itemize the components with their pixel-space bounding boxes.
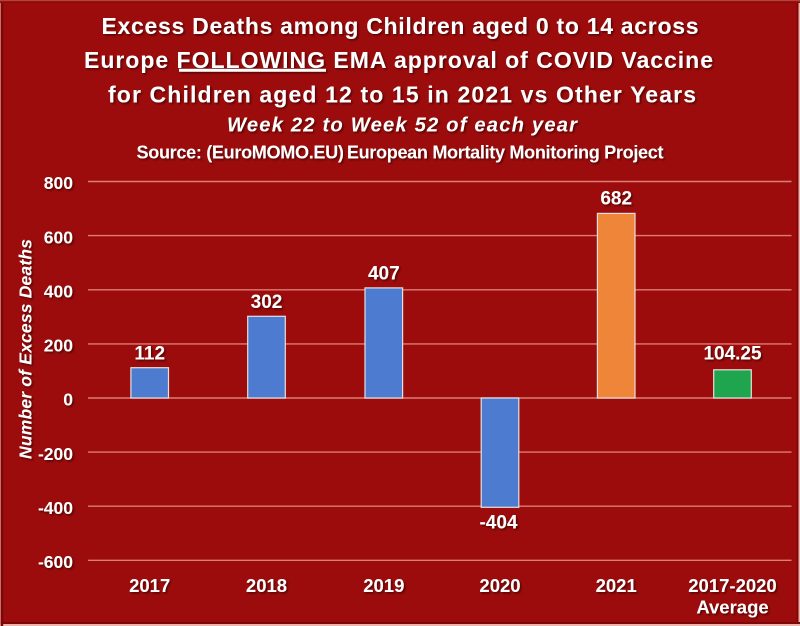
- svg-text:Europe FOLLOWING EMA approval: Europe FOLLOWING EMA approval of COVID V…: [84, 47, 713, 73]
- svg-text:2017: 2017: [129, 575, 170, 596]
- svg-text:Number of Excess Deaths: Number of Excess Deaths: [16, 239, 36, 459]
- svg-text:2019: 2019: [363, 575, 404, 596]
- svg-text:2017-2020: 2017-2020: [688, 575, 776, 596]
- svg-text:-200: -200: [38, 444, 73, 464]
- svg-text:407: 407: [368, 264, 400, 285]
- svg-text:112: 112: [134, 344, 165, 365]
- svg-text:302: 302: [251, 292, 283, 313]
- svg-text:-404: -404: [479, 513, 517, 534]
- svg-text:-600: -600: [38, 552, 73, 572]
- svg-text:682: 682: [600, 189, 632, 210]
- svg-text:600: 600: [44, 227, 73, 247]
- svg-text:400: 400: [44, 282, 73, 302]
- svg-text:2018: 2018: [246, 575, 287, 596]
- svg-text:Source: (EuroMOMO.EU) European: Source: (EuroMOMO.EU) European Mortality…: [137, 143, 664, 163]
- svg-text:800: 800: [44, 173, 73, 193]
- svg-text:104.25: 104.25: [703, 343, 762, 364]
- svg-text:Excess Deaths among Children a: Excess Deaths among Children aged 0 to 1…: [102, 13, 699, 39]
- svg-text:0: 0: [63, 389, 73, 409]
- svg-text:200: 200: [44, 336, 73, 356]
- svg-text:Average: Average: [696, 597, 768, 618]
- svg-text:2021: 2021: [596, 575, 637, 596]
- svg-text:-400: -400: [38, 498, 73, 518]
- svg-text:Week 22 to Week 52 of each yea: Week 22 to Week 52 of each year: [227, 115, 578, 137]
- svg-text:2020: 2020: [479, 575, 520, 596]
- svg-text:for Children aged 12 to 15 in: for Children aged 12 to 15 in 2021 vs Ot…: [108, 82, 696, 108]
